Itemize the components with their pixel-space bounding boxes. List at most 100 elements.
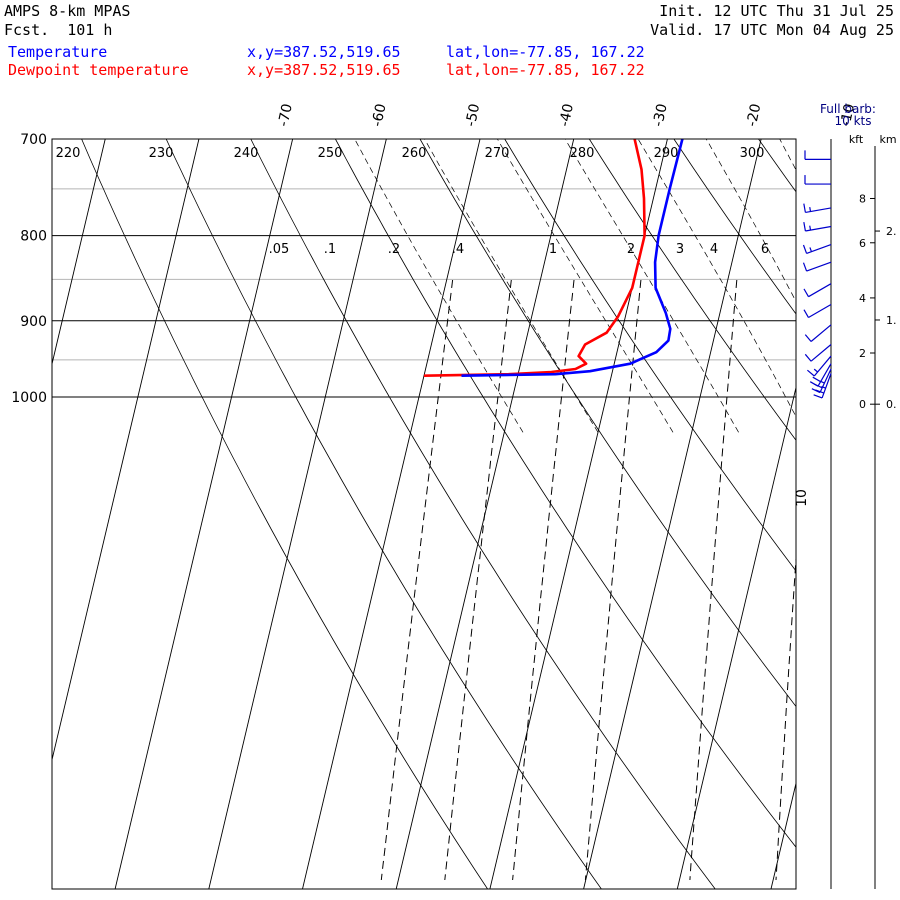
isotherm-line <box>208 139 387 889</box>
wind-barb-flag <box>813 383 823 389</box>
wind-barb-flag <box>803 309 810 318</box>
isotherm-tick-label: -70 <box>276 102 296 128</box>
theta-label: 250 <box>318 146 343 161</box>
dry-adiabat-line <box>250 139 716 889</box>
wind-barb-staff <box>813 355 832 377</box>
mixing-ratio-line <box>689 279 738 881</box>
km-tick-label: 2. <box>886 225 897 238</box>
theta-label: 290 <box>654 146 679 161</box>
wind-barb-flag <box>804 353 812 362</box>
wind-barb-staff <box>808 283 832 298</box>
wind-barb-half-flag <box>809 247 813 252</box>
wind-barb <box>804 150 831 160</box>
kft-tick-label: 8 <box>859 192 866 205</box>
isotherm-tick-label: -60 <box>369 102 389 128</box>
moist-adiabat-line <box>637 139 796 418</box>
wind-barb-flag <box>812 376 821 383</box>
kft-tick-label: 6 <box>859 237 866 250</box>
wind-barb-flag <box>803 222 806 232</box>
mixing-ratio-label: .1 <box>324 242 336 257</box>
wind-barb-staff <box>817 363 832 387</box>
isotherm-line <box>865 139 900 889</box>
moist-adiabat-line <box>852 129 900 433</box>
dewpoint-legend: Dewpoint temperature <box>8 61 189 79</box>
dry-adiabat-line <box>419 139 796 708</box>
kft-header: kft <box>849 133 864 146</box>
pressure-tick-label: 1000 <box>11 390 47 406</box>
isotherm-line <box>770 781 796 889</box>
pressure-tick-label: 900 <box>20 314 47 330</box>
wind-barb-staff <box>806 244 832 255</box>
isotherm-tick-label: -10 <box>838 102 858 128</box>
axis-labels: 7008009001000-70-60-50-40-30-20-10010220… <box>11 102 858 507</box>
isotherm-tick-label: -50 <box>463 102 483 128</box>
moist-adiabat-line <box>564 139 739 433</box>
isotherm-line <box>52 139 200 762</box>
mixing-ratio-label: 2 <box>627 242 635 257</box>
kft-tick-label: 2 <box>859 347 866 360</box>
dewpoint-latlon: lat,lon=-77.85, 167.22 <box>446 61 645 79</box>
wind-barb <box>803 222 832 232</box>
wind-barb <box>802 244 832 255</box>
wind-barb-flag <box>815 389 825 394</box>
wind-barb-flag <box>804 334 812 342</box>
isotherm-tick-label: -40 <box>557 102 577 128</box>
wind-barb-staff <box>805 207 832 214</box>
moist-adiabat-line <box>424 139 599 433</box>
dry-adiabat-line <box>843 139 900 889</box>
isotherm-line <box>302 139 481 889</box>
mixing-ratio-line <box>512 279 575 881</box>
dry-adiabat-line <box>504 139 796 572</box>
isotherm-tick-label: -30 <box>650 102 670 128</box>
dry-adiabat-line <box>335 139 796 848</box>
init-time: Init. 12 UTC Thu 31 Jul 25 <box>659 2 894 20</box>
km-tick-label: 1. <box>886 314 897 327</box>
wind-barb <box>804 324 832 342</box>
theta-label: 280 <box>570 146 595 161</box>
mixing-ratio-label: 1 <box>549 242 557 257</box>
isotherm-line <box>0 139 12 889</box>
mixing-ratio-line <box>869 280 900 880</box>
wind-barb-staff <box>821 373 832 399</box>
wind-barb-staff <box>805 225 832 232</box>
theta-label: 240 <box>234 146 259 161</box>
mixing-ratio-label: 6 <box>761 242 769 257</box>
theta-label: 260 <box>402 146 427 161</box>
temperature-legend: Temperature <box>8 43 108 61</box>
dry-adiabat-line <box>81 139 488 889</box>
wind-barb <box>802 261 832 272</box>
wind-barb-column: kft km 8 6 4 2 0 2. 1. 0. Full barb:10 kts <box>802 102 897 889</box>
pressure-tick-label: 700 <box>20 132 47 148</box>
mixing-ratio-line <box>775 551 796 881</box>
wind-barb <box>804 175 831 185</box>
wind-barb <box>807 355 832 377</box>
wind-barb-half-flag <box>820 380 825 384</box>
temperature-xy: x,y=387.52,519.65 <box>247 43 401 61</box>
wind-barb-flag <box>802 262 808 272</box>
wind-barb-flag <box>813 394 823 399</box>
wind-barb-flag <box>807 369 815 377</box>
wind-barb-staff <box>810 344 832 362</box>
kft-tick-label: 4 <box>859 292 866 305</box>
mixing-ratio-line <box>584 279 642 881</box>
background-grid <box>0 129 900 889</box>
wind-barb-flag <box>803 288 810 297</box>
wind-barb-half-flag <box>809 225 812 231</box>
kft-tick-label: 0 <box>859 398 866 411</box>
temperature-latlon: lat,lon=-77.85, 167.22 <box>446 43 645 61</box>
barb-legend-label: Full barb: <box>820 102 876 116</box>
temperature-profile-line <box>461 139 684 377</box>
wind-barb <box>804 344 832 362</box>
theta-label: 220 <box>56 146 81 161</box>
km-tick-label: 0. <box>886 398 897 411</box>
moist-adiabat-line <box>496 139 674 433</box>
wind-barb-half-flag <box>813 368 819 373</box>
dry-adiabat-line <box>673 139 796 315</box>
wind-barb-staff <box>808 304 832 319</box>
chart-header: AMPS 8-km MPAS Fcst. 101 h Init. 12 UTC … <box>0 0 900 82</box>
wind-barb-flag <box>802 244 808 254</box>
mixing-ratio-line <box>380 279 454 881</box>
mixing-ratio-label: .05 <box>269 242 290 257</box>
km-header: km <box>879 133 896 146</box>
